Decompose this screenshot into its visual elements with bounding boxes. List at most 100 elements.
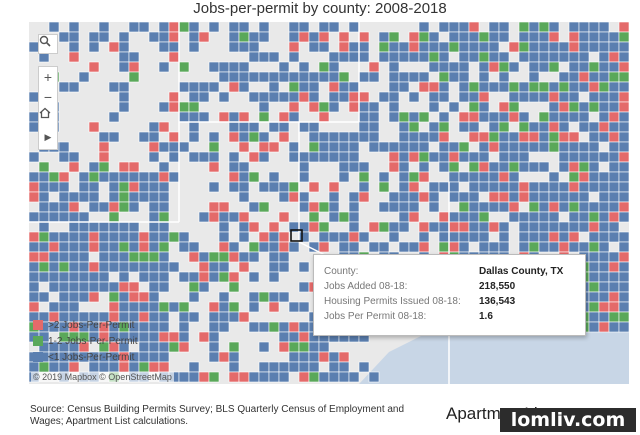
county-cell[interactable] bbox=[38, 271, 50, 283]
county-cell[interactable] bbox=[618, 131, 629, 143]
county-cell[interactable] bbox=[388, 41, 400, 53]
county-cell[interactable] bbox=[478, 31, 490, 43]
county-cell[interactable] bbox=[388, 61, 400, 73]
county-cell[interactable] bbox=[468, 191, 480, 203]
county-cell[interactable] bbox=[358, 231, 370, 243]
county-cell[interactable] bbox=[508, 191, 520, 203]
county-cell[interactable] bbox=[608, 231, 620, 243]
county-cell[interactable] bbox=[108, 221, 120, 233]
county-cell[interactable] bbox=[358, 51, 370, 63]
county-cell[interactable] bbox=[498, 51, 510, 63]
county-cell[interactable] bbox=[58, 251, 70, 263]
county-cell[interactable] bbox=[268, 361, 280, 373]
county-cell[interactable] bbox=[588, 161, 600, 173]
county-cell[interactable] bbox=[228, 22, 240, 33]
county-cell[interactable] bbox=[288, 181, 300, 193]
county-cell[interactable] bbox=[558, 81, 570, 93]
county-cell[interactable] bbox=[488, 121, 500, 133]
county-cell[interactable] bbox=[308, 101, 320, 113]
county-cell[interactable] bbox=[568, 211, 580, 223]
county-cell[interactable] bbox=[78, 291, 90, 303]
county-cell[interactable] bbox=[478, 141, 490, 153]
county-cell[interactable] bbox=[98, 131, 110, 143]
county-cell[interactable] bbox=[338, 31, 350, 43]
county-cell[interactable] bbox=[278, 341, 290, 353]
county-cell[interactable] bbox=[288, 341, 300, 353]
county-cell[interactable] bbox=[29, 281, 40, 293]
county-cell[interactable] bbox=[558, 201, 570, 213]
county-cell[interactable] bbox=[168, 101, 180, 113]
county-cell[interactable] bbox=[478, 91, 490, 103]
county-cell[interactable] bbox=[618, 31, 629, 43]
county-cell[interactable] bbox=[618, 81, 629, 93]
county-cell[interactable] bbox=[68, 271, 80, 283]
county-cell[interactable] bbox=[528, 22, 540, 33]
county-cell[interactable] bbox=[238, 31, 250, 43]
map-attribution[interactable]: © 2019 Mapbox © OpenStreetMap bbox=[31, 372, 174, 382]
county-cell[interactable] bbox=[98, 141, 110, 153]
county-cell[interactable] bbox=[458, 61, 470, 73]
county-cell[interactable] bbox=[148, 281, 160, 293]
county-cell[interactable] bbox=[328, 351, 340, 363]
county-cell[interactable] bbox=[508, 171, 520, 183]
county-cell[interactable] bbox=[29, 191, 40, 203]
county-cell[interactable] bbox=[298, 281, 310, 293]
county-cell[interactable] bbox=[478, 61, 490, 73]
county-cell[interactable] bbox=[458, 31, 470, 43]
county-cell[interactable] bbox=[488, 81, 500, 93]
county-cell[interactable] bbox=[578, 51, 590, 63]
county-cell[interactable] bbox=[478, 111, 490, 123]
county-cell[interactable] bbox=[138, 251, 150, 263]
county-cell[interactable] bbox=[608, 91, 620, 103]
county-cell[interactable] bbox=[588, 231, 600, 243]
county-cell[interactable] bbox=[318, 41, 330, 53]
county-cell[interactable] bbox=[308, 201, 320, 213]
county-cell[interactable] bbox=[598, 221, 610, 233]
county-cell[interactable] bbox=[538, 181, 550, 193]
county-cell[interactable] bbox=[528, 231, 540, 243]
county-cell[interactable] bbox=[418, 191, 430, 203]
county-cell[interactable] bbox=[258, 131, 270, 143]
county-cell[interactable] bbox=[288, 81, 300, 93]
county-cell[interactable] bbox=[288, 71, 300, 83]
county-cell[interactable] bbox=[588, 261, 600, 273]
county-cell[interactable] bbox=[418, 161, 430, 173]
county-cell[interactable] bbox=[338, 51, 350, 63]
county-cell[interactable] bbox=[68, 261, 80, 273]
county-cell[interactable] bbox=[428, 101, 440, 113]
county-cell[interactable] bbox=[238, 371, 250, 383]
county-cell[interactable] bbox=[408, 241, 420, 253]
county-cell[interactable] bbox=[68, 251, 80, 263]
county-cell[interactable] bbox=[548, 211, 560, 223]
county-cell[interactable] bbox=[458, 231, 470, 243]
county-cell[interactable] bbox=[588, 141, 600, 153]
county-cell[interactable] bbox=[348, 41, 360, 53]
county-cell[interactable] bbox=[68, 161, 80, 173]
county-cell[interactable] bbox=[578, 221, 590, 233]
county-cell[interactable] bbox=[328, 71, 340, 83]
county-cell[interactable] bbox=[418, 131, 430, 143]
county-cell[interactable] bbox=[258, 22, 270, 33]
county-cell[interactable] bbox=[488, 191, 500, 203]
county-cell[interactable] bbox=[338, 241, 350, 253]
county-cell[interactable] bbox=[318, 101, 330, 113]
county-cell[interactable] bbox=[228, 71, 240, 83]
county-cell[interactable] bbox=[598, 271, 610, 283]
county-cell[interactable] bbox=[618, 271, 629, 283]
county-cell[interactable] bbox=[598, 181, 610, 193]
county-cell[interactable] bbox=[58, 81, 70, 93]
county-cell[interactable] bbox=[288, 151, 300, 163]
county-cell[interactable] bbox=[218, 271, 230, 283]
county-cell[interactable] bbox=[428, 181, 440, 193]
county-cell[interactable] bbox=[238, 171, 250, 183]
county-cell[interactable] bbox=[238, 61, 250, 73]
county-cell[interactable] bbox=[348, 211, 360, 223]
county-cell[interactable] bbox=[348, 221, 360, 233]
county-cell[interactable] bbox=[488, 221, 500, 233]
county-cell[interactable] bbox=[468, 171, 480, 183]
county-cell[interactable] bbox=[348, 151, 360, 163]
county-cell[interactable] bbox=[208, 161, 220, 173]
county-cell[interactable] bbox=[58, 281, 70, 293]
county-cell[interactable] bbox=[298, 81, 310, 93]
county-cell[interactable] bbox=[518, 51, 530, 63]
